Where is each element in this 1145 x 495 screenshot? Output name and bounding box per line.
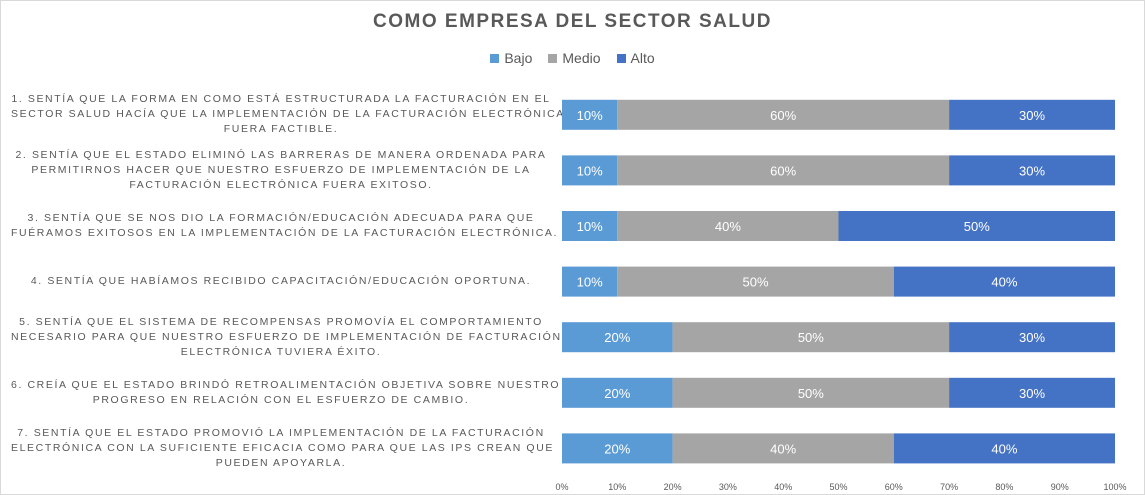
- legend-swatch-alto: [616, 53, 626, 63]
- x-tick-label: 90%: [1051, 482, 1069, 492]
- x-tick-label: 70%: [940, 482, 958, 492]
- data-label: 60%: [770, 108, 796, 123]
- category-label-line: FUERA FACTIBLE.: [223, 123, 339, 136]
- data-label: 30%: [1019, 163, 1045, 178]
- bar-medio: [672, 322, 950, 353]
- x-tick-label: 30%: [719, 482, 737, 492]
- category-label: 2. SENTÍA QUE EL ESTADO ELIMINÓ LAS BARR…: [11, 148, 551, 193]
- data-label: 50%: [964, 219, 990, 234]
- bar-medio: [672, 433, 894, 464]
- data-label: 50%: [798, 386, 824, 401]
- x-tick-label: 40%: [774, 482, 792, 492]
- data-label: 30%: [1019, 386, 1045, 401]
- category-label-line: 4. SENTÍA QUE HABÍAMOS RECIBIDO CAPACITA…: [30, 275, 532, 288]
- x-tick-label: 60%: [885, 482, 903, 492]
- data-label: 20%: [604, 441, 630, 456]
- bar-bajo: [562, 322, 673, 353]
- category-label-line: ELECTRÓNICA CON LA SUFICIENTE EFICACIA C…: [11, 441, 554, 454]
- data-label: 10%: [577, 219, 603, 234]
- category-label-line: 5. SENTÍA QUE EL SISTEMA DE RECOMPENSAS …: [19, 315, 543, 328]
- legend-swatch-bajo: [490, 53, 500, 63]
- category-label-line: NECESARIO PARA QUE NUESTRO ESFUERZO DE I…: [11, 330, 562, 343]
- category-label: 5. SENTÍA QUE EL SISTEMA DE RECOMPENSAS …: [11, 315, 562, 360]
- x-tick-label: 50%: [829, 482, 847, 492]
- data-label: 10%: [577, 108, 603, 123]
- bar-medio: [617, 266, 894, 297]
- category-label: 4. SENTÍA QUE HABÍAMOS RECIBIDO CAPACITA…: [11, 274, 551, 289]
- bar-bajo: [562, 99, 618, 130]
- data-label: 40%: [715, 219, 741, 234]
- data-label: 40%: [991, 275, 1017, 290]
- category-label-line: 7. SENTÍA QUE EL ESTADO PROMOVIÓ LA IMPL…: [17, 426, 545, 439]
- x-tick-label: 80%: [995, 482, 1013, 492]
- category-label-line: FUÉRAMOS EXITOSOS EN LA IMPLEMENTACIÓN D…: [11, 227, 559, 239]
- category-label-line: PUEDEN APOYARLA.: [215, 456, 347, 469]
- bar-alto: [893, 433, 1115, 464]
- bar-alto: [949, 322, 1115, 353]
- data-label: 10%: [577, 163, 603, 178]
- bar-alto: [949, 155, 1115, 186]
- legend-item-medio: Medio: [548, 50, 601, 66]
- bar-medio: [672, 377, 950, 408]
- data-label: 20%: [604, 330, 630, 345]
- bar-alto: [838, 211, 1115, 241]
- bar-alto: [949, 377, 1115, 408]
- data-label: 50%: [743, 275, 769, 290]
- legend-label: Medio: [562, 50, 601, 66]
- bar-medio: [617, 155, 950, 186]
- data-label: 50%: [798, 330, 824, 345]
- x-tick-label: 20%: [664, 482, 682, 492]
- category-label-line: PROGRESO EN RELACIÓN CON EL ESFUERZO DE …: [92, 393, 470, 406]
- legend-item-bajo: Bajo: [490, 50, 532, 66]
- category-label-line: PERMITIRNOS HACER QUE NUESTRO ESFUERZO D…: [31, 163, 531, 176]
- legend: Bajo Medio Alto: [1, 50, 1144, 66]
- x-tick-label: 10%: [608, 482, 626, 492]
- legend-swatch-medio: [548, 53, 558, 63]
- legend-label: Bajo: [504, 50, 533, 66]
- category-label-line: 6. CREÍA QUE EL ESTADO BRINDÓ RETROALIME…: [11, 378, 561, 391]
- category-label-line: 2. SENTÍA QUE EL ESTADO ELIMINÓ LAS BARR…: [15, 148, 547, 161]
- x-tick-label: 0%: [555, 482, 568, 492]
- data-label: 40%: [770, 441, 796, 456]
- bar-alto: [893, 266, 1115, 297]
- category-label-line: SECTOR SALUD HACÍA QUE LA IMPLEMENTACIÓN…: [11, 108, 565, 121]
- data-label: 60%: [770, 163, 796, 178]
- x-tick-label: 100%: [1103, 482, 1126, 492]
- data-label: 10%: [577, 275, 603, 290]
- category-label-line: ELECTRÓNICA TUVIERA ÉXITO.: [180, 345, 382, 358]
- bar-bajo: [562, 377, 673, 408]
- chart-title: COMO EMPRESA DEL SECTOR SALUD: [373, 11, 772, 32]
- bar-alto: [949, 99, 1115, 130]
- data-label: 20%: [604, 386, 630, 401]
- category-label-line: FACTURACIÓN ELECTRÓNICA FUERA EXITOSO.: [129, 178, 433, 191]
- legend-label: Alto: [630, 50, 655, 66]
- category-label: 6. CREÍA QUE EL ESTADO BRINDÓ RETROALIME…: [11, 378, 561, 408]
- bar-medio: [617, 211, 839, 241]
- category-label-line: 3. SENTÍA QUE SE NOS DIO LA FORMACIÓN/ED…: [27, 212, 535, 224]
- bar-bajo: [562, 433, 673, 464]
- category-label: 7. SENTÍA QUE EL ESTADO PROMOVIÓ LA IMPL…: [11, 426, 554, 471]
- legend-item-alto: Alto: [616, 50, 655, 66]
- category-label-line: 1. SENTÍA QUE LA FORMA EN COMO ESTÁ ESTR…: [11, 93, 551, 106]
- bar-bajo: [562, 211, 618, 241]
- bar-bajo: [562, 155, 618, 186]
- data-label: 30%: [1019, 108, 1045, 123]
- bar-bajo: [562, 266, 618, 297]
- bar-medio: [617, 99, 950, 130]
- category-label: 1. SENTÍA QUE LA FORMA EN COMO ESTÁ ESTR…: [11, 92, 565, 137]
- data-label: 30%: [1019, 330, 1045, 345]
- data-label: 40%: [991, 441, 1017, 456]
- category-label: 3. SENTÍA QUE SE NOS DIO LA FORMACIÓN/ED…: [11, 211, 559, 241]
